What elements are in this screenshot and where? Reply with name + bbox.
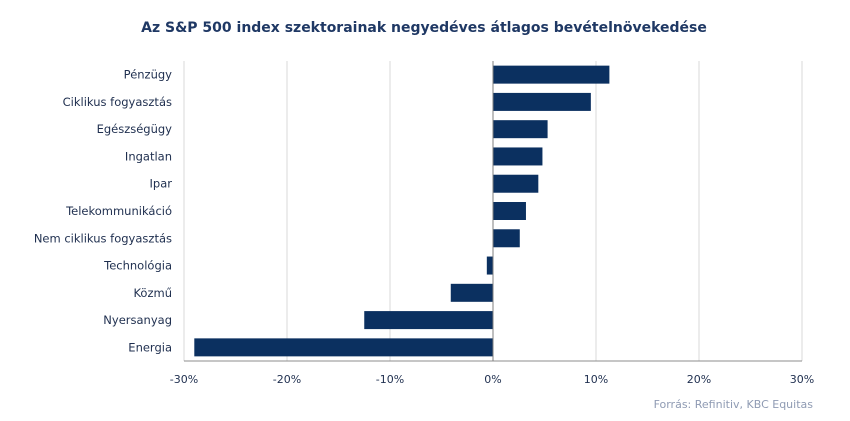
bar-8 bbox=[450, 283, 493, 302]
bar-2 bbox=[493, 120, 548, 139]
x-tick-label: -30% bbox=[170, 373, 198, 386]
chart-title: Az S&P 500 index szektorainak negyedéves… bbox=[141, 20, 707, 36]
x-tick-label: 0% bbox=[484, 373, 501, 386]
bar-1 bbox=[493, 92, 591, 111]
category-label: Telekommunikáció bbox=[65, 204, 172, 218]
bar-10 bbox=[194, 338, 494, 357]
x-tick-label: -10% bbox=[376, 373, 404, 386]
x-tick-label: 20% bbox=[687, 373, 711, 386]
x-tick-label: 10% bbox=[584, 373, 608, 386]
category-label: Ciklikus fogyasztás bbox=[63, 95, 172, 109]
category-label: Ipar bbox=[150, 177, 173, 191]
category-labels: Pénzügy Ciklikus fogyasztás Egészségügy Ing… bbox=[34, 68, 172, 355]
category-label: Közmű bbox=[133, 286, 172, 300]
bar-7 bbox=[486, 256, 493, 275]
category-label: Pénzügy bbox=[124, 68, 173, 82]
category-label: Egészségügy bbox=[97, 122, 173, 136]
bars bbox=[194, 65, 610, 357]
x-axis-tick-labels: -30% -20% -10% 0% 10% 20% 30% bbox=[170, 373, 814, 386]
category-label: Nem ciklikus fogyasztás bbox=[34, 231, 172, 245]
grid-lines bbox=[183, 61, 803, 361]
x-tick-label: 30% bbox=[790, 373, 814, 386]
bar-6 bbox=[493, 229, 520, 248]
bar-9 bbox=[364, 311, 493, 330]
bar-4 bbox=[493, 174, 539, 193]
bar-5 bbox=[493, 202, 526, 220]
category-label: Nyersanyag bbox=[103, 313, 172, 327]
category-label: Ingatlan bbox=[125, 149, 172, 163]
source-note: Forrás: Refinitiv, KBC Equitas bbox=[654, 398, 814, 411]
category-label: Energia bbox=[128, 340, 172, 354]
bar-3 bbox=[493, 147, 543, 166]
category-label: Technológia bbox=[103, 259, 172, 273]
x-tick-label: -20% bbox=[273, 373, 301, 386]
bar-0 bbox=[493, 65, 610, 84]
